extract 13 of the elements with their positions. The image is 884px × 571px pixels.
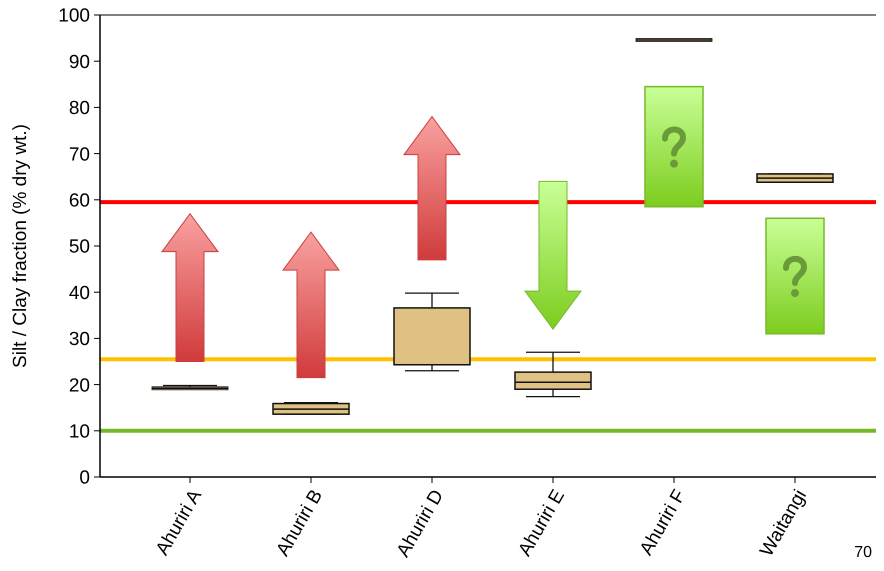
- y-tick-label: 100: [58, 6, 90, 27]
- y-tick-label: 70: [68, 144, 90, 166]
- y-tick-label: 60: [68, 190, 90, 212]
- y-tick-label: 50: [68, 236, 90, 258]
- text: 70: [854, 544, 872, 561]
- y-tick-label: 10: [68, 421, 90, 442]
- y-tick-label: 30: [68, 329, 90, 350]
- y-tick-label: 90: [68, 52, 90, 73]
- y-axis-title: Silt / Clay fraction (% dry wt.): [10, 124, 31, 368]
- y-tick-label: 40: [68, 282, 90, 304]
- y-tick-label: 80: [68, 98, 90, 120]
- y-tick-label: 20: [68, 375, 90, 396]
- y-tick-label: 0: [79, 468, 90, 489]
